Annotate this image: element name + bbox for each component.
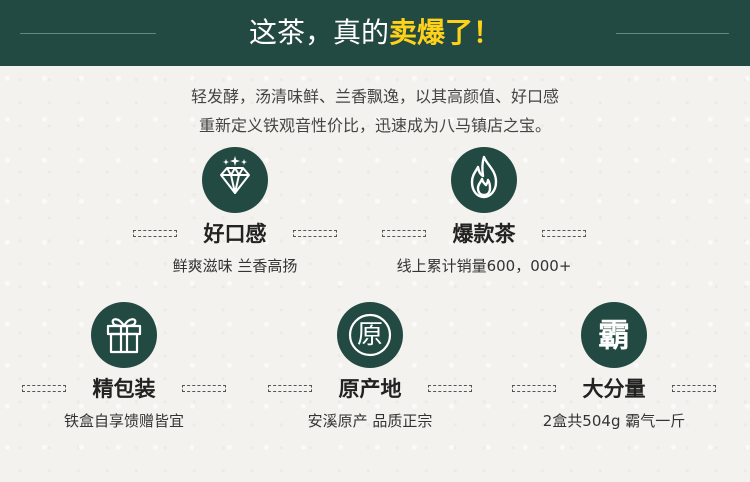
dashed-ornament-left (268, 385, 312, 392)
feature-title: 好口感 (203, 222, 267, 246)
dashed-ornament-right (182, 385, 226, 392)
feature-title: 原产地 (338, 377, 402, 401)
dashed-ornament-right (672, 385, 716, 392)
feature-title: 精包装 (92, 377, 156, 401)
title-highlight: 卖爆了！ (389, 16, 502, 49)
feature-title: 大分量 (582, 377, 646, 401)
intro-line-2: 重新定义铁观音性价比，迅速成为八马镇店之宝。 (198, 116, 551, 135)
page-title: 这茶，真的卖爆了！ (0, 14, 750, 52)
feature-desc: 线上累计销量600，000+ (396, 257, 572, 275)
dashed-ornament-left (22, 385, 66, 392)
header-left-rule (20, 33, 156, 34)
dashed-ornament-left (382, 230, 426, 237)
feature-title: 爆款茶 (452, 222, 516, 246)
origin-glyph: 原 (356, 320, 383, 350)
dominant-glyph-icon: 霸 (581, 302, 647, 368)
header-banner: 这茶，真的卖爆了！ (0, 0, 750, 66)
feature-title-row: 好口感 (115, 219, 355, 249)
dashed-ornament-left (133, 230, 177, 237)
dashed-ornament-right (542, 230, 586, 237)
title-plain: 这茶，真的 (248, 16, 389, 49)
dashed-ornament-left (512, 385, 556, 392)
dashed-ornament-right (428, 385, 472, 392)
quantity-glyph: 霸 (597, 316, 630, 354)
feature-desc: 铁盒自享馈赠皆宜 (63, 412, 184, 430)
feature-desc: 鲜爽滋味 兰香高扬 (172, 257, 298, 275)
diamond-icon (202, 147, 268, 213)
origin-seal-icon: 原 (337, 302, 403, 368)
dashed-ornament-right (293, 230, 337, 237)
header-right-rule (616, 33, 729, 34)
feature-desc: 安溪原产 品质正宗 (307, 412, 433, 430)
flame-icon (451, 147, 517, 213)
feature-title-row: 精包装 (4, 374, 244, 404)
gift-icon (91, 302, 157, 368)
textured-background (0, 66, 750, 482)
feature-desc: 2盒共504g 霸气一斤 (542, 412, 686, 430)
feature-title-row: 原产地 (250, 374, 490, 404)
intro-line-1: 轻发酵，汤清味鲜、兰香飘逸，以其高颜值、好口感 (190, 87, 559, 106)
feature-title-row: 大分量 (494, 374, 734, 404)
feature-title-row: 爆款茶 (364, 219, 604, 249)
